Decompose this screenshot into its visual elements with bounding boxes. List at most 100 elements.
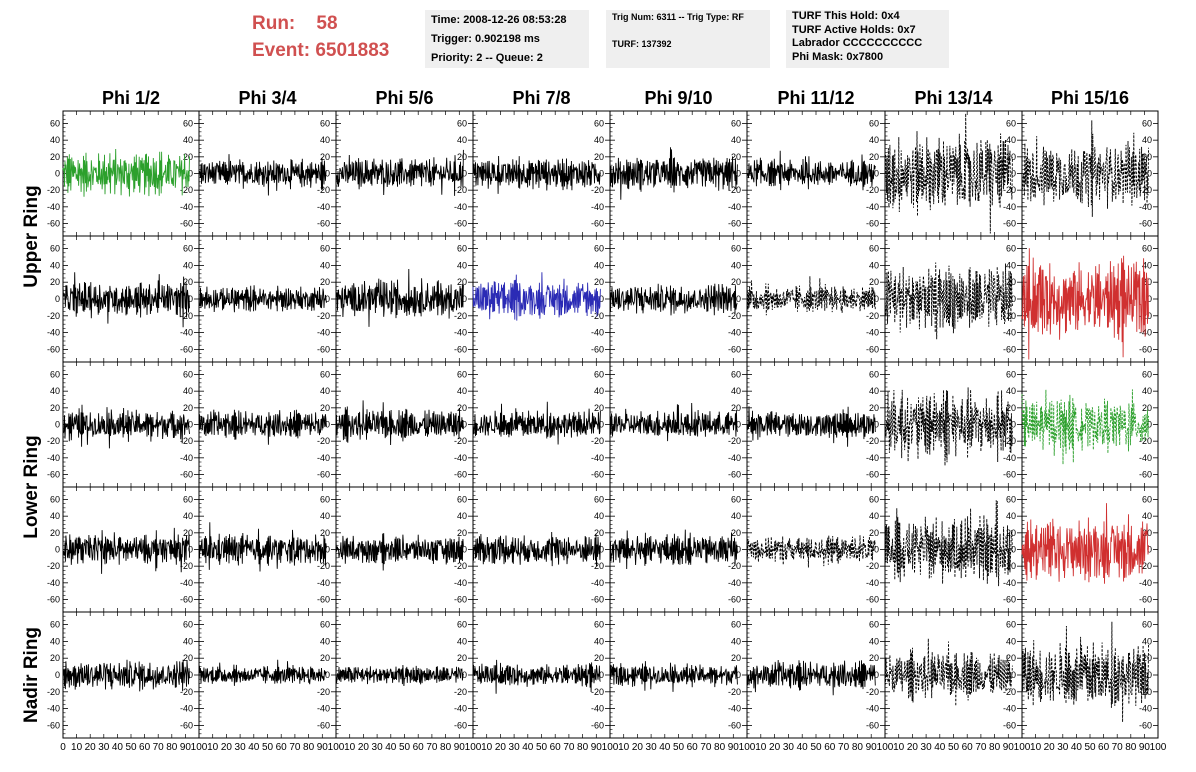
waveform-trace — [746, 150, 876, 191]
y-tick-label: 40 — [457, 386, 467, 396]
turf-active-holds-text: TURF Active Holds: 0x7 — [792, 23, 916, 36]
x-tick-label: 20 — [85, 742, 97, 753]
column-title: Phi 1/2 — [102, 88, 160, 108]
y-tick-label: 20 — [731, 152, 741, 162]
y-tick-label: 60 — [1142, 620, 1152, 630]
y-tick-label: 20 — [594, 653, 604, 663]
y-tick-label: -20 — [1003, 185, 1016, 195]
turf-text: TURF: 137392 — [612, 39, 672, 49]
y-tick-label: 60 — [320, 495, 330, 505]
y-tick-label: 60 — [869, 495, 879, 505]
y-tick-label: -20 — [728, 687, 741, 697]
waveform-trace — [884, 638, 1013, 707]
y-tick-label: 60 — [183, 495, 193, 505]
x-tick-label: 20 — [358, 742, 370, 753]
x-tick-label: 30 — [235, 742, 247, 753]
x-tick-label: 50 — [810, 742, 822, 753]
y-tick-label: -60 — [180, 595, 193, 605]
x-tick-label: 40 — [248, 742, 260, 753]
x-tick-label: 60 — [139, 742, 151, 753]
y-tick-label: 0 — [1011, 420, 1016, 430]
waveform-trace — [62, 659, 190, 692]
event-label: Event: — [252, 40, 311, 61]
waveform-trace — [198, 522, 327, 572]
y-tick-label: 40 — [457, 511, 467, 521]
y-tick-label: 60 — [731, 244, 741, 254]
y-tick-label: 20 — [594, 277, 604, 287]
y-tick-label: 40 — [1006, 135, 1016, 145]
x-tick-label: 80 — [440, 742, 452, 753]
x-tick-label: 50 — [948, 742, 960, 753]
y-tick-label: -40 — [180, 328, 193, 338]
y-tick-label: 40 — [731, 386, 741, 396]
y-tick-label: 0 — [55, 294, 60, 304]
y-tick-label: -60 — [47, 470, 60, 480]
y-tick-label: -20 — [1003, 687, 1016, 697]
x-tick-label: 40 — [1071, 742, 1083, 753]
y-tick-label: 20 — [869, 653, 879, 663]
y-tick-label: -20 — [180, 185, 193, 195]
y-tick-label: -60 — [1003, 344, 1016, 354]
x-tick-label: 70 — [153, 742, 165, 753]
y-tick-label: -40 — [454, 578, 467, 588]
y-tick-label: 0 — [462, 169, 467, 179]
y-tick-label: 0 — [188, 294, 193, 304]
y-tick-label: 0 — [462, 670, 467, 680]
y-tick-label: -40 — [728, 704, 741, 714]
y-tick-label: 60 — [1006, 370, 1016, 380]
y-tick-label: -20 — [454, 311, 467, 321]
y-tick-label: -60 — [591, 595, 604, 605]
y-tick-label: -20 — [1139, 185, 1152, 195]
y-tick-label: 40 — [869, 386, 879, 396]
y-tick-label: 20 — [183, 528, 193, 538]
y-tick-label: -60 — [728, 595, 741, 605]
y-tick-label: 20 — [731, 403, 741, 413]
y-tick-label: -40 — [1139, 578, 1152, 588]
y-tick-label: 0 — [325, 670, 330, 680]
y-tick-label: -40 — [317, 202, 330, 212]
y-tick-label: -20 — [180, 561, 193, 571]
trigger-text: Trigger: 0.902198 ms — [431, 33, 540, 45]
waveform-trace — [198, 409, 327, 445]
y-tick-label: 40 — [320, 636, 330, 646]
x-tick-label: 40 — [385, 742, 397, 753]
column-title: Phi 5/6 — [375, 88, 433, 108]
trig-info-box: Trig Num: 6311 -- Trig Type: RF TURF: 13… — [606, 10, 770, 68]
y-tick-label: 0 — [55, 420, 60, 430]
y-tick-label: -60 — [866, 720, 879, 730]
x-tick-label: 60 — [1098, 742, 1110, 753]
y-tick-label: 20 — [1142, 653, 1152, 663]
y-tick-label: 0 — [1147, 169, 1152, 179]
labrador-text: Labrador CCCCCCCCCC — [792, 37, 923, 49]
x-tick-label: 80 — [166, 742, 178, 753]
y-tick-label: 60 — [594, 370, 604, 380]
y-tick-label: 60 — [869, 119, 879, 129]
x-tick-label: 50 — [536, 742, 548, 753]
waveform-trace — [609, 147, 738, 200]
y-tick-label: -20 — [728, 561, 741, 571]
y-tick-label: -20 — [454, 436, 467, 446]
y-tick-label: 0 — [1147, 670, 1152, 680]
y-tick-label: -20 — [47, 561, 60, 571]
y-tick-label: 40 — [457, 636, 467, 646]
x-tick-label: 10 — [618, 742, 630, 753]
y-tick-label: -60 — [1003, 720, 1016, 730]
column-title: Phi 15/16 — [1051, 88, 1129, 108]
x-tick-label: 70 — [289, 742, 301, 753]
y-tick-label: -40 — [728, 578, 741, 588]
x-tick-label: 90 — [1003, 742, 1015, 753]
y-tick-label: 20 — [1142, 152, 1152, 162]
y-tick-label: -20 — [1139, 436, 1152, 446]
x-tick-label: 40 — [522, 742, 534, 753]
y-tick-label: 40 — [183, 386, 193, 396]
y-tick-label: -40 — [180, 453, 193, 463]
y-tick-label: 40 — [594, 511, 604, 521]
y-tick-label: 40 — [320, 135, 330, 145]
y-tick-label: 40 — [594, 636, 604, 646]
x-tick-label: 20 — [1044, 742, 1056, 753]
y-tick-label: 60 — [50, 244, 60, 254]
waveform-trace — [472, 401, 601, 445]
y-tick-label: -20 — [591, 687, 604, 697]
y-tick-label: 0 — [1147, 420, 1152, 430]
y-tick-label: -40 — [1003, 578, 1016, 588]
